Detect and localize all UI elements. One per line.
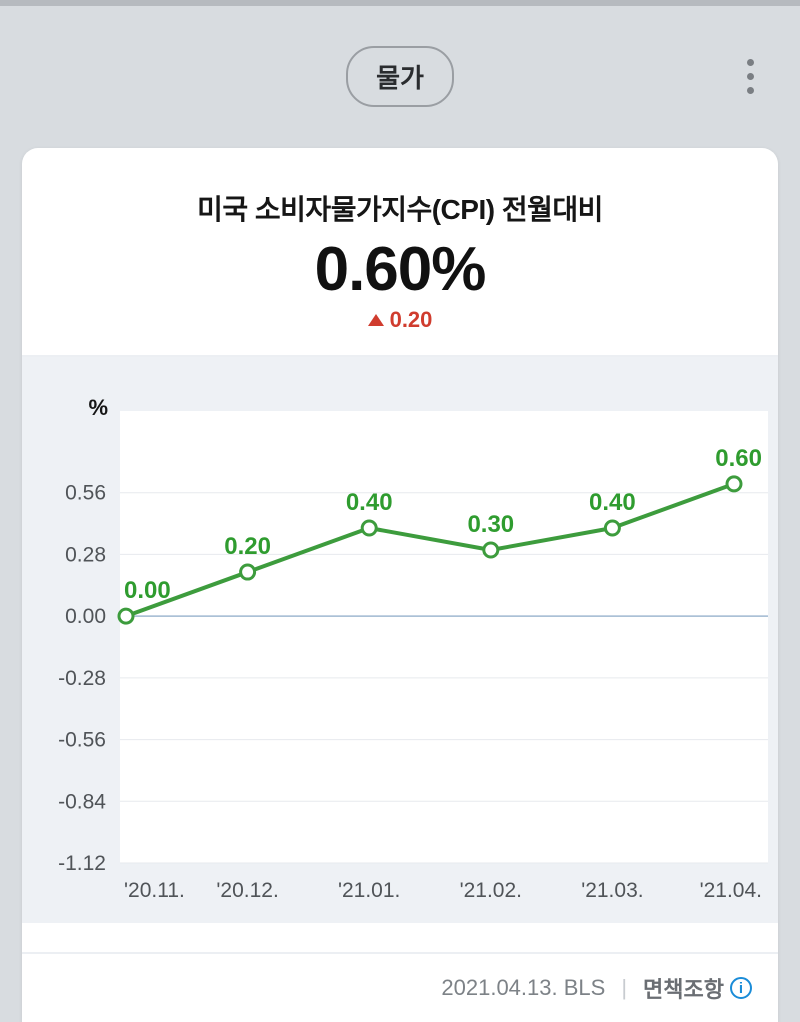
card-header: 미국 소비자물가지수(CPI) 전월대비 0.60% 0.20 <box>22 148 778 357</box>
cpi-line-chart: % 0.56 0.28 0.00 -0.28 -0.56 -0.84 -1.12 0.00 0.2… <box>22 383 778 923</box>
footer-separator: | <box>621 975 627 1001</box>
disclaimer-label: 면책조항 <box>643 972 724 1004</box>
card-big-value: 0.60% <box>46 234 754 305</box>
svg-text:0.40: 0.40 <box>589 489 636 516</box>
card-delta: 0.20 <box>368 307 433 333</box>
svg-text:0.56: 0.56 <box>65 482 106 505</box>
svg-text:%: % <box>88 395 108 420</box>
svg-text:'20.12.: '20.12. <box>216 879 278 902</box>
triangle-up-icon <box>368 314 384 326</box>
svg-text:-0.56: -0.56 <box>58 729 106 752</box>
svg-text:0.00: 0.00 <box>124 577 171 604</box>
disclaimer-link[interactable]: 면책조항 i <box>643 972 752 1004</box>
chart-container: % 0.56 0.28 0.00 -0.28 -0.56 -0.84 -1.12 0.00 0.2… <box>22 357 778 923</box>
svg-text:'20.11.: '20.11. <box>124 879 185 902</box>
svg-text:0.28: 0.28 <box>65 543 106 566</box>
category-pill-price[interactable]: 물가 <box>346 46 454 107</box>
card-footer: 2021.04.13. BLS | 면책조항 i <box>22 952 778 1022</box>
kebab-menu-icon[interactable] <box>732 54 768 98</box>
svg-text:0.20: 0.20 <box>224 533 271 560</box>
window-top-border <box>0 0 800 6</box>
svg-text:0.40: 0.40 <box>346 489 393 516</box>
svg-text:-0.28: -0.28 <box>58 667 106 690</box>
cpi-card: 미국 소비자물가지수(CPI) 전월대비 0.60% 0.20 % 0.56 0.2… <box>22 148 778 1022</box>
svg-text:'21.01.: '21.01. <box>338 879 400 902</box>
category-pill-row: 물가 <box>0 44 800 108</box>
svg-text:0.30: 0.30 <box>467 511 514 538</box>
svg-text:-1.12: -1.12 <box>58 852 106 875</box>
svg-text:0.60: 0.60 <box>715 445 762 472</box>
svg-text:0.00: 0.00 <box>65 605 106 628</box>
card-title: 미국 소비자물가지수(CPI) 전월대비 <box>46 188 754 228</box>
svg-text:'21.04.: '21.04. <box>700 879 762 902</box>
footer-date-source: 2021.04.13. BLS <box>441 975 605 1001</box>
info-icon: i <box>730 977 752 999</box>
svg-text:'21.02.: '21.02. <box>460 879 522 902</box>
svg-text:-0.84: -0.84 <box>58 790 106 813</box>
svg-text:'21.03.: '21.03. <box>581 879 643 902</box>
card-delta-value: 0.20 <box>390 307 433 333</box>
